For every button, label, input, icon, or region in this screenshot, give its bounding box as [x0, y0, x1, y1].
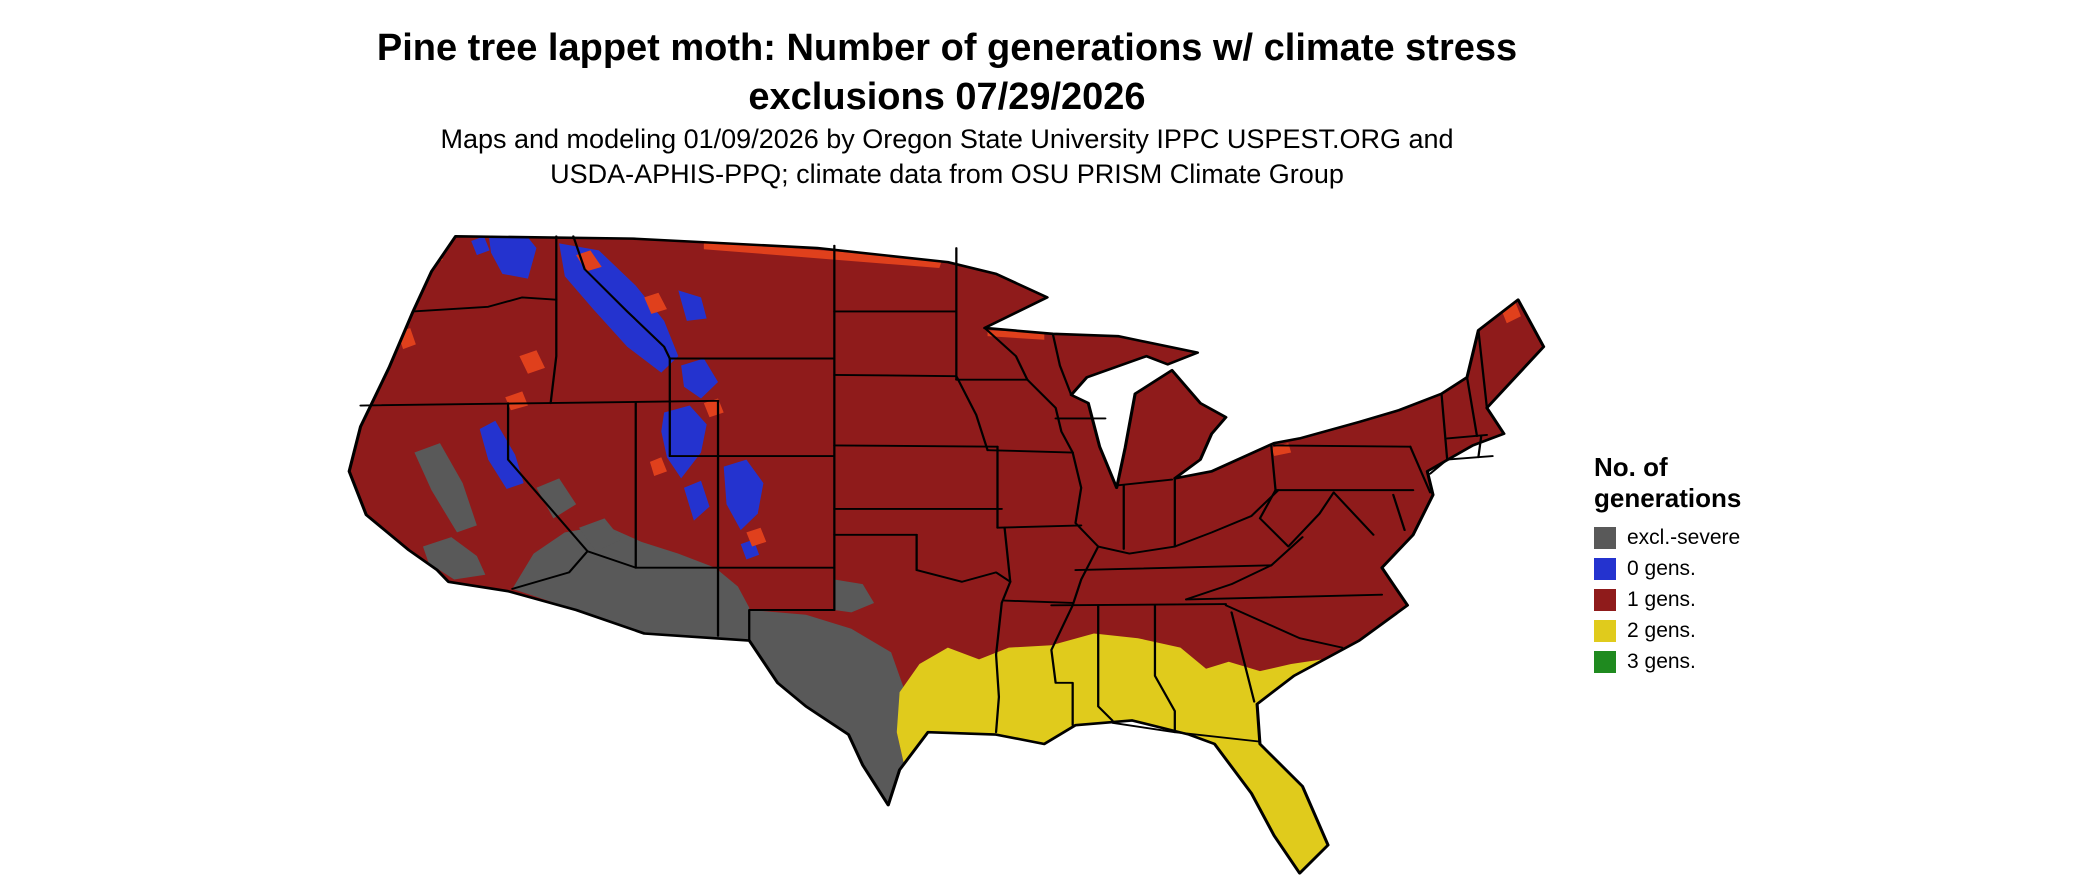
legend-items: excl.-severe 0 gens. 1 gens. 2 gens. 3 g…: [1594, 525, 1854, 674]
map-subtitle: Maps and modeling 01/09/2026 by Oregon S…: [440, 122, 1453, 192]
legend-title: No. of generations: [1594, 452, 1854, 513]
regions-0-gens: [471, 236, 764, 560]
map-subtitle-line1: Maps and modeling 01/09/2026 by Oregon S…: [440, 124, 1454, 154]
legend-item-0-gens: 0 gens.: [1594, 556, 1854, 581]
legend-label-1-gens: 1 gens.: [1627, 588, 1696, 612]
legend-item-excl-severe: excl.-severe: [1594, 525, 1854, 550]
legend-swatch-0-gens: [1594, 557, 1616, 580]
legend-label-0-gens: 0 gens.: [1627, 557, 1696, 581]
legend-swatch-1-gens: [1594, 588, 1616, 611]
map-subtitle-line2: USDA-APHIS-PPQ; climate data from OSU PR…: [550, 159, 1344, 190]
legend-item-2-gens: 2 gens.: [1594, 618, 1854, 643]
legend-swatch-2-gens: [1594, 619, 1616, 642]
legend-title-line1: No. of: [1594, 452, 1668, 482]
us-map-svg: [347, 234, 1546, 875]
state-borders: [359, 235, 1494, 743]
regions-1-gen: [349, 236, 1544, 874]
legend-swatch-excl-severe: [1594, 526, 1616, 549]
regions-2-gens: [896, 633, 1329, 874]
legend-item-1-gens: 1 gens.: [1594, 587, 1854, 612]
legend-label-3-gens: 3 gens.: [1627, 650, 1696, 674]
legend-item-3-gens: 3 gens.: [1594, 649, 1854, 674]
legend-label-excl-severe: excl.-severe: [1627, 526, 1741, 550]
map-title-line1: Pine tree lappet moth: Number of generat…: [376, 27, 1518, 69]
map-title-line2: exclusions 07/29/2026: [748, 76, 1146, 119]
legend: No. of generations excl.-severe 0 gens. …: [1594, 452, 1854, 680]
legend-title-line2: generations: [1594, 482, 1742, 513]
map-title: Pine tree lappet moth: Number of generat…: [377, 24, 1517, 123]
legend-swatch-3-gens: [1594, 650, 1616, 673]
regions-excl-severe: [414, 443, 1293, 847]
legend-label-2-gens: 2 gens.: [1627, 619, 1696, 643]
us-map: [335, 221, 1555, 885]
